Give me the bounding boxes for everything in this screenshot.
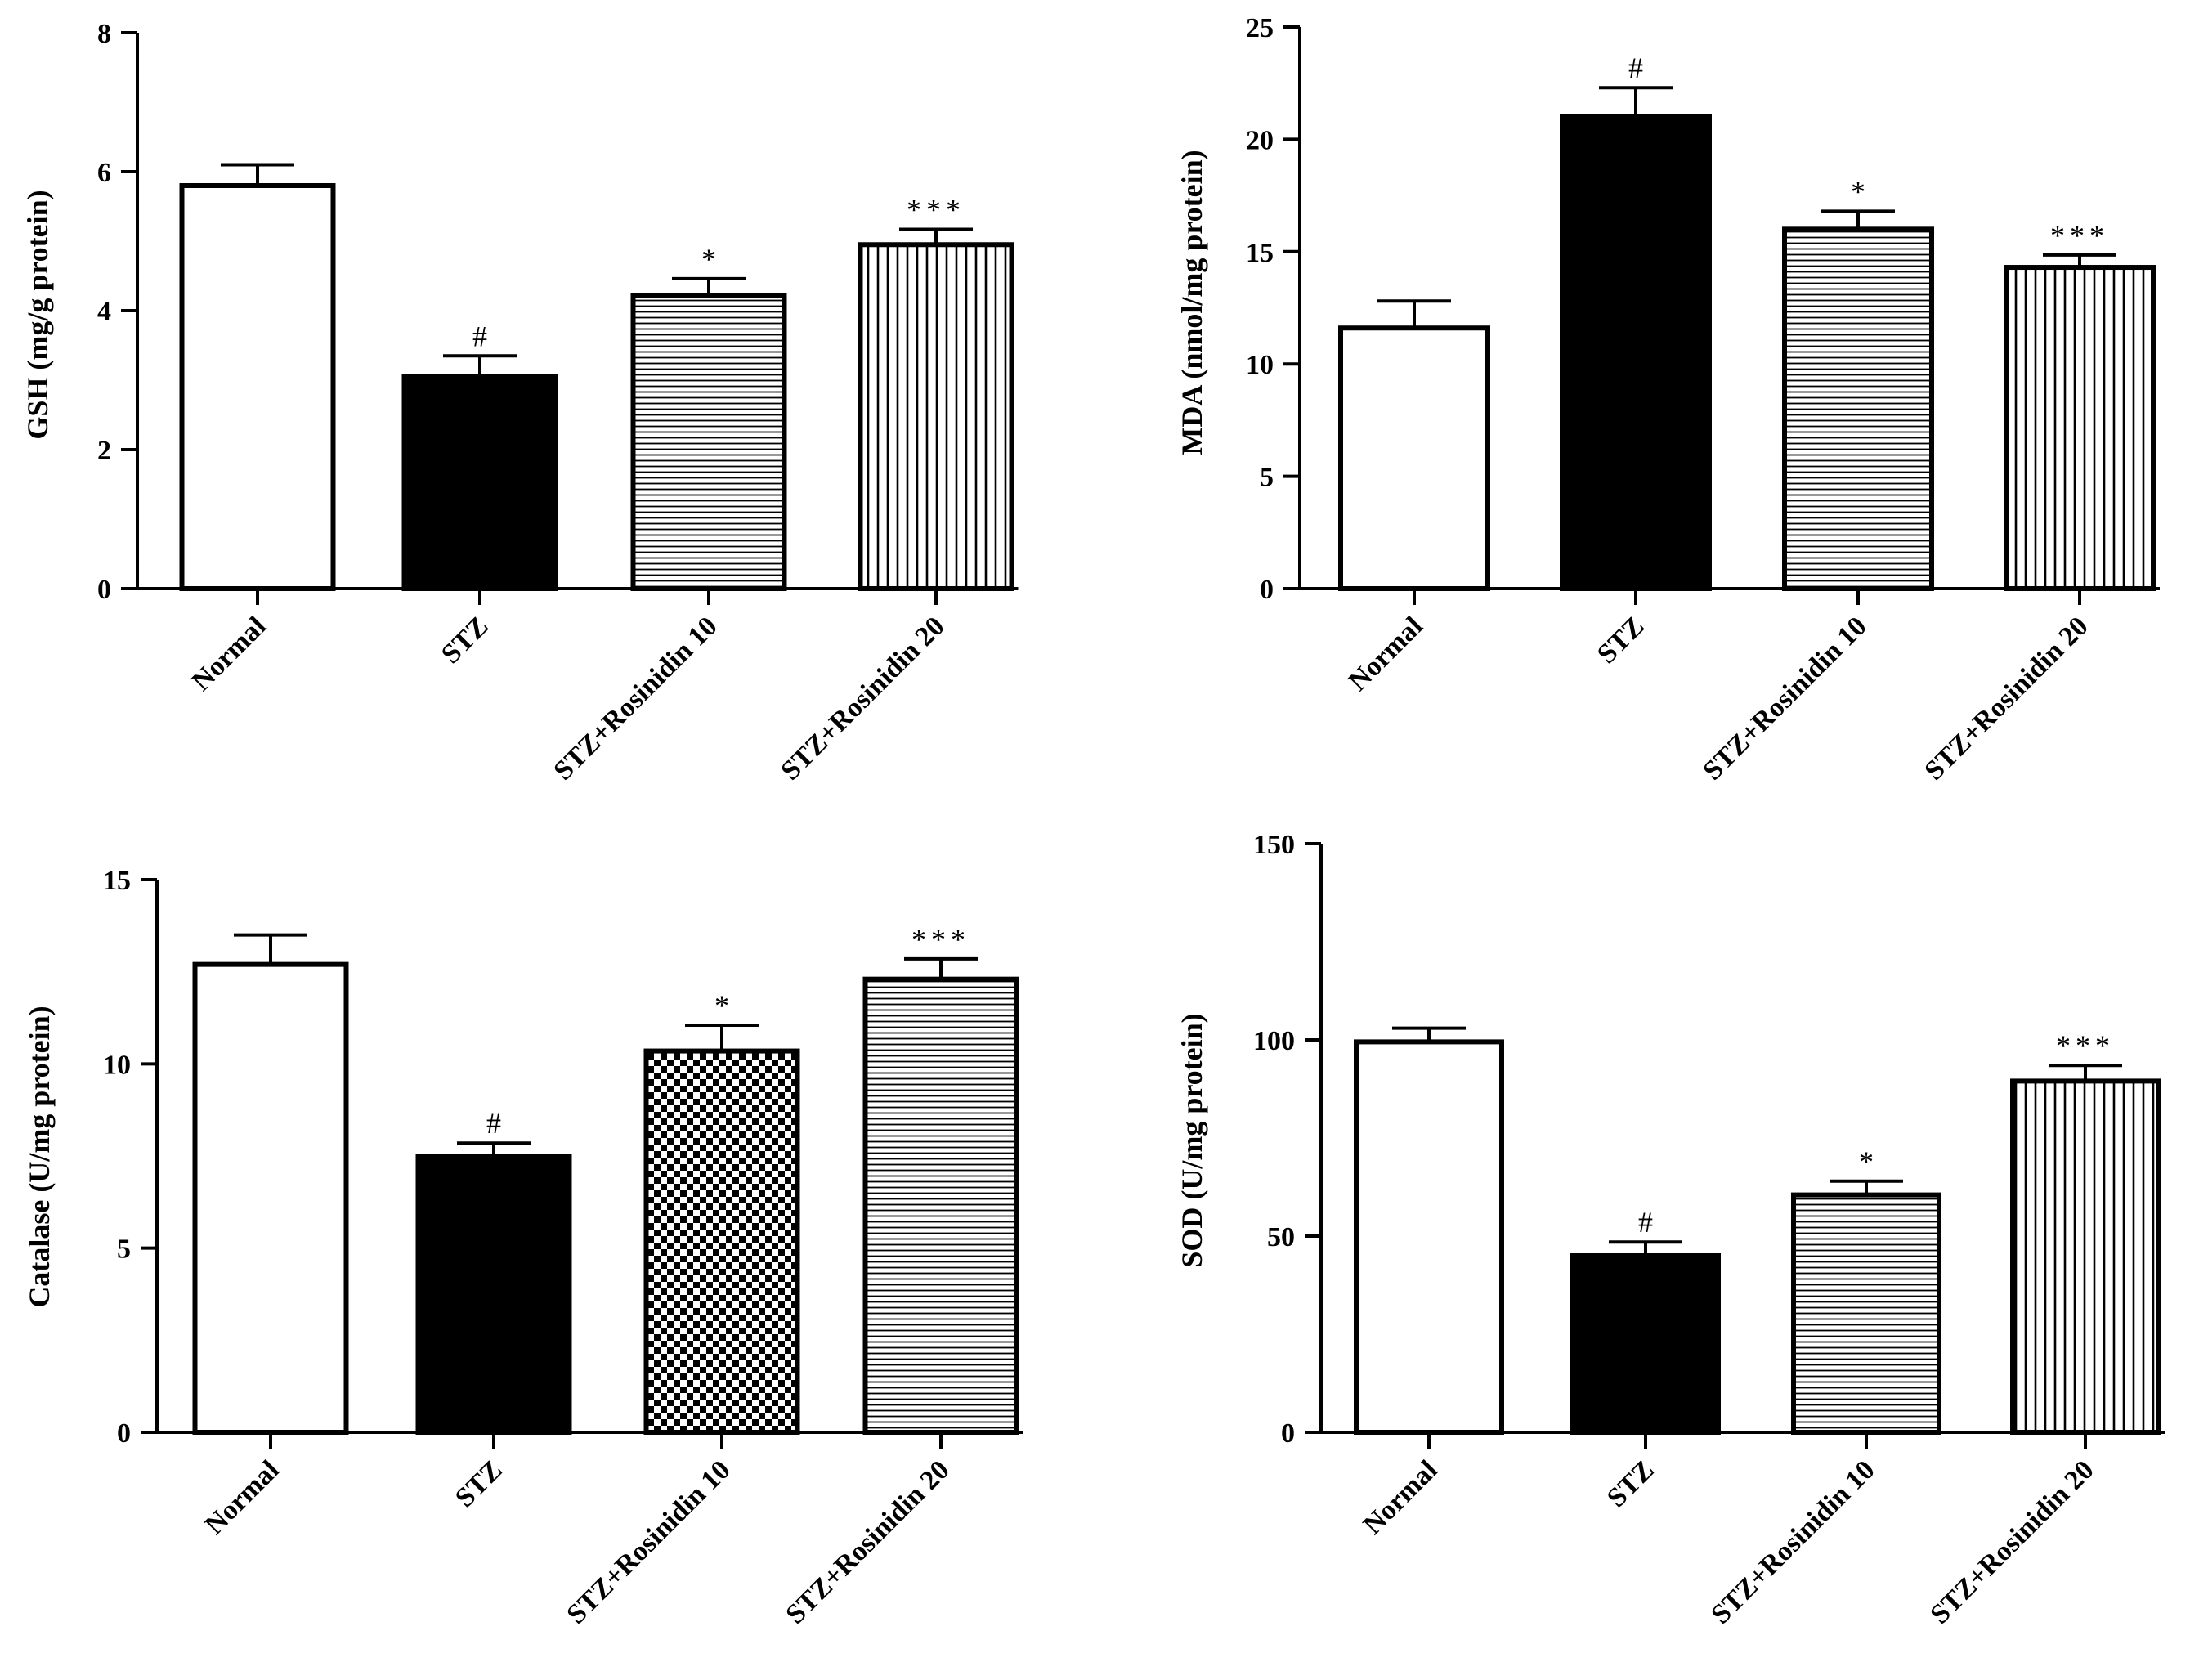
bar-gsh-rosinidin-20 xyxy=(858,242,1014,591)
bar-gsh-rosinidin-10 xyxy=(630,293,787,591)
ytick-mda-2: 10 xyxy=(1246,350,1274,380)
ytick-catalase-3: 15 xyxy=(103,866,131,896)
bar-catalase-rosinidin-10 xyxy=(643,1048,800,1436)
bar-catalase-stz xyxy=(415,1154,572,1435)
ylabel-gsh: GSH (mg/g protein) xyxy=(21,190,54,439)
yticks-catalase: 0 5 10 15 xyxy=(103,866,131,1449)
ytick-mda-5: 25 xyxy=(1246,13,1274,43)
bar-sod-rosinidin-10 xyxy=(1791,1192,1941,1435)
annotation-gsh-stz: # xyxy=(472,320,487,352)
ytick-mda-4: 20 xyxy=(1246,125,1274,155)
annotation-sod-stz: # xyxy=(1638,1206,1653,1239)
annotation-gsh-rosinidin-10: * xyxy=(701,243,716,276)
yticks-gsh: 0 2 4 6 8 xyxy=(97,19,111,605)
xticks-catalase: Normal STZ STZ+Rosinidin 10 STZ+Rosinidi… xyxy=(199,1454,956,1629)
ytick-gsh-2: 4 xyxy=(97,297,111,327)
annotation-sod-rosinidin-10: * xyxy=(1859,1145,1874,1178)
annotation-gsh-rosinidin-20: *** xyxy=(907,194,965,226)
yticks-mda: 0 5 10 15 20 25 xyxy=(1246,13,1274,605)
ytick-sod-1: 50 xyxy=(1267,1222,1295,1252)
bar-mda-normal xyxy=(1338,325,1490,591)
xtick-catalase-rosinidin-20: STZ+Rosinidin 20 xyxy=(780,1454,955,1629)
yticks-sod: 0 50 100 150 xyxy=(1253,830,1295,1449)
ytick-catalase-2: 10 xyxy=(103,1050,131,1080)
xtick-mda-normal: Normal xyxy=(1343,611,1429,697)
annotation-catalase-stz: # xyxy=(486,1107,501,1140)
ytick-gsh-1: 2 xyxy=(97,436,111,466)
xtick-gsh-rosinidin-20: STZ+Rosinidin 20 xyxy=(775,611,950,786)
annotations-gsh: # * *** xyxy=(472,194,965,353)
bar-mda-rosinidin-10 xyxy=(1782,226,1934,591)
xticks-sod: Normal STZ STZ+Rosinidin 10 STZ+Rosinidi… xyxy=(1358,1454,2100,1629)
annotations-catalase: # * *** xyxy=(486,923,970,1140)
xtick-gsh-stz: STZ xyxy=(436,611,495,670)
annotation-mda-rosinidin-20: *** xyxy=(2050,219,2109,252)
bar-gsh-stz xyxy=(401,374,558,591)
bar-gsh-normal xyxy=(179,183,336,591)
bar-sod-normal xyxy=(1354,1039,1504,1436)
xtick-gsh-rosinidin-10: STZ+Rosinidin 10 xyxy=(548,611,723,786)
ytick-sod-2: 100 xyxy=(1253,1026,1295,1056)
xticks-gsh: Normal STZ STZ+Rosinidin 10 STZ+Rosinidi… xyxy=(186,611,951,786)
panel-catalase: Catalase (U/mg protein) 0 5 10 15 Normal… xyxy=(23,866,1023,1630)
bar-catalase-rosinidin-20 xyxy=(862,976,1019,1436)
annotations-mda: # * *** xyxy=(1628,52,2109,252)
xtick-gsh-normal: Normal xyxy=(186,611,272,697)
xtick-sod-rosinidin-20: STZ+Rosinidin 20 xyxy=(1924,1454,2099,1629)
annotation-sod-rosinidin-20: *** xyxy=(2056,1029,2115,1062)
bar-mda-rosinidin-20 xyxy=(2004,265,2156,591)
annotations-sod: # * *** xyxy=(1638,1029,2115,1239)
ylabel-mda: MDA (nmol/mg protein) xyxy=(1176,150,1208,455)
ytick-sod-0: 0 xyxy=(1281,1418,1295,1449)
ylabel-sod: SOD (U/mg protein) xyxy=(1176,1013,1208,1267)
xtick-mda-stz: STZ xyxy=(1592,611,1650,670)
ytick-mda-3: 15 xyxy=(1246,238,1274,268)
panel-sod: SOD (U/mg protein) 0 50 100 150 Normal S… xyxy=(1176,830,2165,1630)
ytick-sod-3: 150 xyxy=(1253,830,1295,860)
ytick-catalase-1: 5 xyxy=(117,1234,131,1265)
xticks-mda: Normal STZ STZ+Rosinidin 10 STZ+Rosinidi… xyxy=(1343,611,2094,786)
ytick-gsh-4: 8 xyxy=(97,19,111,49)
panel-mda: MDA (nmol/mg protein) 0 5 10 15 20 25 No… xyxy=(1176,13,2160,786)
xtick-sod-normal: Normal xyxy=(1358,1454,1444,1540)
ytick-mda-1: 5 xyxy=(1260,463,1274,493)
xtick-catalase-rosinidin-10: STZ+Rosinidin 10 xyxy=(561,1454,736,1629)
bar-mda-stz xyxy=(1560,114,1712,592)
ytick-catalase-0: 0 xyxy=(117,1418,131,1449)
bar-sod-stz xyxy=(1570,1253,1721,1435)
bar-catalase-normal xyxy=(192,961,349,1435)
ytick-gsh-0: 0 xyxy=(97,575,111,605)
xtick-mda-rosinidin-10: STZ+Rosinidin 10 xyxy=(1697,611,1872,786)
xtick-catalase-stz: STZ xyxy=(450,1454,508,1513)
xtick-catalase-normal: Normal xyxy=(199,1454,285,1540)
annotation-mda-rosinidin-10: * xyxy=(1851,175,1865,208)
xtick-mda-rosinidin-20: STZ+Rosinidin 20 xyxy=(1919,611,2094,786)
bar-sod-rosinidin-20 xyxy=(2010,1078,2161,1436)
xtick-sod-rosinidin-10: STZ+Rosinidin 10 xyxy=(1705,1454,1880,1629)
annotation-catalase-rosinidin-20: *** xyxy=(911,923,970,956)
panel-gsh: GSH (mg/g protein) 0 2 4 6 8 Normal STZ … xyxy=(21,19,1019,786)
annotation-catalase-rosinidin-10: * xyxy=(714,989,729,1022)
annotation-mda-stz: # xyxy=(1628,52,1643,84)
ylabel-catalase: Catalase (U/mg protein) xyxy=(23,1006,56,1307)
xtick-sod-stz: STZ xyxy=(1601,1454,1660,1513)
ytick-gsh-3: 6 xyxy=(97,158,111,188)
ytick-mda-0: 0 xyxy=(1260,575,1274,605)
